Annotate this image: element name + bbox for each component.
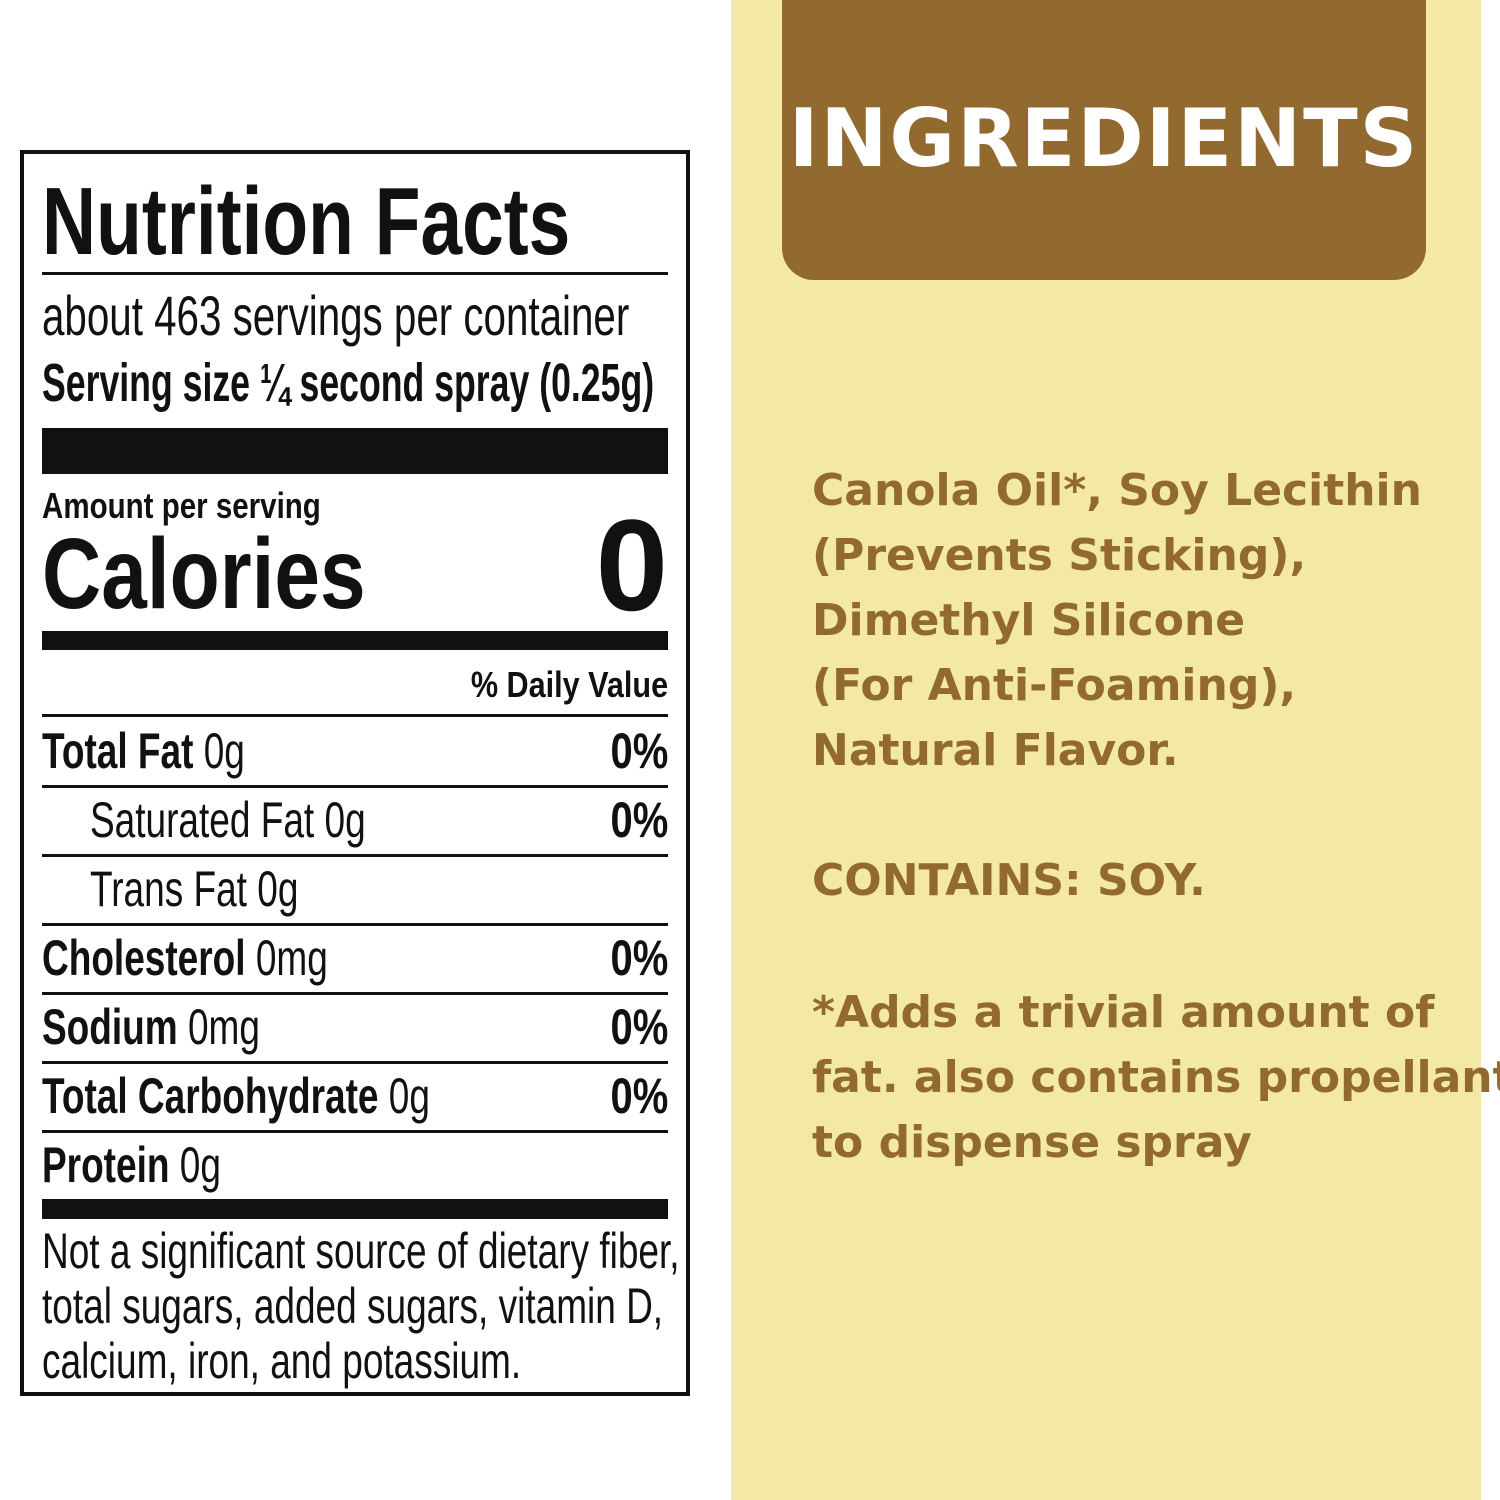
footnote-line: Not a significant source of dietary fibe… [42, 1223, 680, 1279]
note-line: to dispense spray [812, 1117, 1252, 1168]
footnote-line: calcium, iron, and potassium. [42, 1333, 522, 1389]
note-line: fat. also contains propellant [812, 1052, 1500, 1103]
nutrient-amount: 0mg [255, 930, 328, 986]
nutrient-label: Total Carbohydrate [42, 1068, 379, 1124]
amount-per-serving: Amount per serving [42, 485, 321, 526]
nutrient-label: Saturated Fat [90, 792, 315, 848]
ingredients-title: INGREDIENTS [788, 92, 1420, 185]
serving-size: Serving size ¼ second spray (0.25g) [42, 353, 655, 413]
nutrient-amount: 0g [388, 1068, 430, 1124]
divider [42, 1061, 668, 1064]
ingredient-line: (Prevents Sticking), [812, 530, 1307, 581]
ingredients-list: Canola Oil*, Soy Lecithin (Prevents Stic… [812, 458, 1422, 783]
nutrient-daily-value: 0% [610, 999, 668, 1055]
medium-divider [42, 631, 668, 650]
nutrient-amount: 0g [324, 792, 366, 848]
nutrient-amount: 0g [179, 1137, 221, 1193]
nutrient-daily-value: 0% [610, 723, 668, 779]
ingredient-line: (For Anti-Foaming), [812, 660, 1297, 711]
divider [42, 1130, 668, 1133]
divider [42, 714, 668, 717]
nutrient-daily-value: 0% [610, 930, 668, 986]
allergen-statement: CONTAINS: SOY. [812, 855, 1206, 906]
ingredients-panel: INGREDIENTS Canola Oil*, Soy Lecithin (P… [731, 0, 1500, 1500]
daily-value-header: % Daily Value [470, 664, 668, 705]
divider [42, 992, 668, 995]
servings-per-container: about 463 servings per container [42, 284, 630, 347]
nutrient-label: Total Fat [42, 723, 194, 779]
thick-divider [42, 428, 668, 474]
divider [42, 785, 668, 788]
note-line: *Adds a trivial amount of [812, 987, 1435, 1038]
nutrient-label: Cholesterol [42, 930, 246, 986]
nutrient-label: Protein [42, 1137, 170, 1193]
ingredient-line: Canola Oil*, Soy Lecithin [812, 465, 1422, 516]
nutrient-daily-value: 0% [610, 792, 668, 848]
nutrient-label: Trans Fat [90, 861, 247, 917]
nutrition-facts-panel: Nutrition Facts about 463 servings per c… [20, 150, 690, 1396]
nutrient-daily-value: 0% [610, 1068, 668, 1124]
divider [42, 923, 668, 926]
ingredients-note: *Adds a trivial amount of fat. also cont… [812, 980, 1500, 1175]
medium-divider [42, 1199, 668, 1219]
ingredient-line: Natural Flavor. [812, 725, 1179, 776]
divider [42, 272, 668, 275]
calories-label: Calories [42, 518, 366, 630]
ingredients-header: INGREDIENTS [782, 0, 1426, 280]
nutrient-amount: 0g [257, 861, 299, 917]
footnote: Not a significant source of dietary fibe… [42, 1224, 904, 1389]
nutrition-title: Nutrition Facts [42, 168, 571, 275]
ingredient-line: Dimethyl Silicone [812, 595, 1246, 646]
divider [42, 854, 668, 857]
calories-value: 0 [595, 492, 668, 638]
nutrient-amount: 0g [203, 723, 245, 779]
nutrient-label: Sodium [42, 999, 178, 1055]
footnote-line: total sugars, added sugars, vitamin D, [42, 1278, 664, 1334]
nutrient-amount: 0mg [187, 999, 260, 1055]
